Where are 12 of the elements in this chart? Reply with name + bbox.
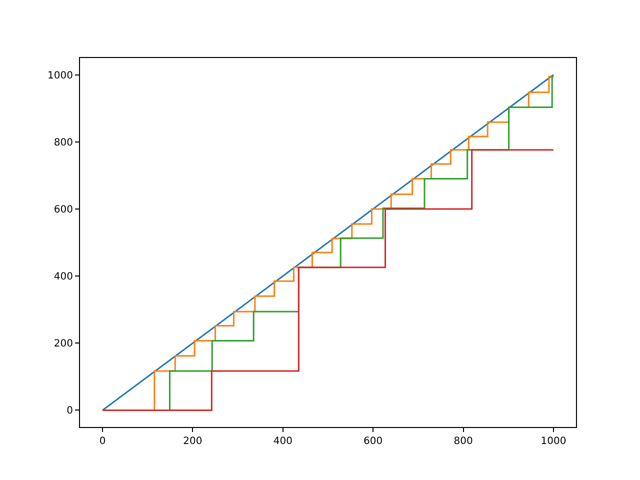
y-tick-label: 0 bbox=[66, 406, 73, 417]
y-tick-label: 200 bbox=[54, 338, 73, 350]
y-tick-label: 1000 bbox=[48, 70, 73, 82]
x-tick-label: 400 bbox=[273, 436, 292, 447]
x-tick-label: 1000 bbox=[540, 436, 566, 447]
y-tick-label: 400 bbox=[54, 272, 73, 283]
x-tick-label: 200 bbox=[183, 436, 202, 447]
y-tick-label: 600 bbox=[54, 204, 73, 216]
x-tick-label: 600 bbox=[364, 436, 383, 447]
y-tick-label: 800 bbox=[54, 137, 73, 148]
x-tick-label: 0 bbox=[99, 436, 106, 447]
x-tick-label: 800 bbox=[454, 436, 473, 447]
